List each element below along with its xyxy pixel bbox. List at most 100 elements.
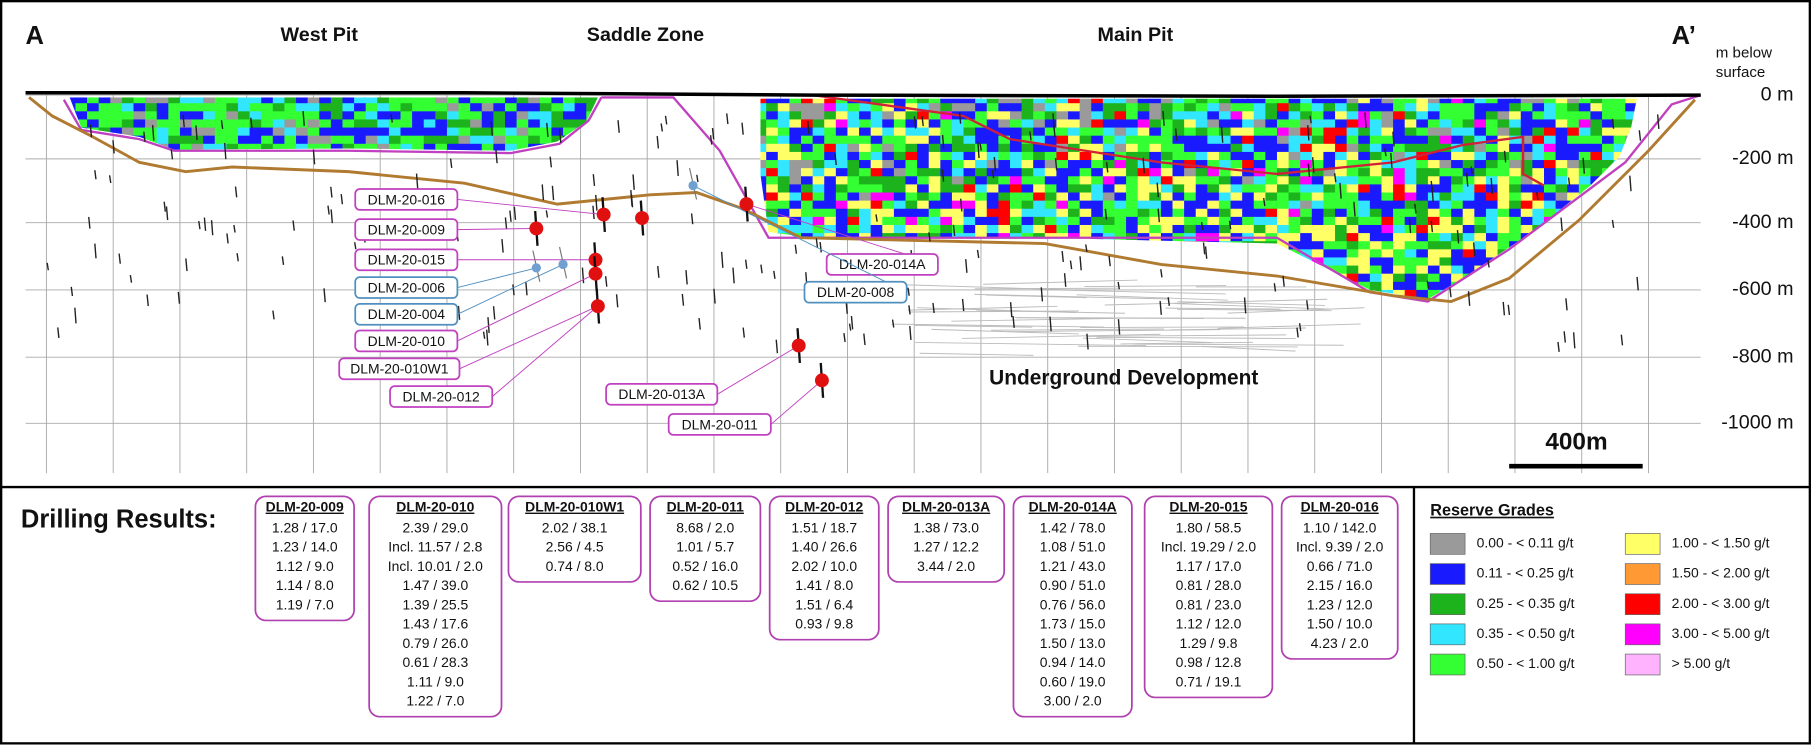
grade-block	[1358, 265, 1371, 275]
grade-block	[1126, 208, 1139, 218]
development-line	[976, 309, 1125, 314]
grade-block	[145, 119, 158, 129]
grade-block	[1230, 184, 1243, 194]
grade-block	[1195, 119, 1208, 129]
grade-block	[1427, 143, 1441, 153]
grade-block	[1068, 192, 1081, 202]
result-interval: 1.80 / 58.5	[1176, 519, 1242, 535]
hole-label-box	[825, 253, 939, 276]
result-interval: 0.81 / 28.0	[1176, 577, 1242, 593]
grade-block	[1532, 98, 1545, 104]
grade-block	[1207, 111, 1220, 121]
grade-block	[1172, 176, 1185, 185]
grade-block	[249, 135, 262, 145]
grade-block	[1033, 200, 1046, 210]
drill-trace	[1611, 118, 1615, 129]
depth-label: -800 m	[1732, 345, 1793, 367]
hole-label: DLM-20-011	[682, 416, 759, 432]
grade-block	[951, 103, 965, 112]
grade-block	[1578, 143, 1592, 153]
grade-block	[789, 151, 802, 161]
grade-block	[481, 143, 494, 151]
grade-block	[1311, 135, 1325, 145]
result-interval: 1.01 / 5.7	[676, 539, 734, 555]
grade-block	[493, 97, 506, 104]
grade-block	[766, 224, 779, 234]
grade-block	[319, 143, 332, 151]
grade-block	[824, 119, 837, 129]
grade-block	[1404, 192, 1417, 202]
grade-block	[998, 224, 1011, 234]
grade-block	[928, 111, 941, 121]
grade-block	[1160, 192, 1174, 202]
grade-block	[951, 135, 965, 145]
grade-block	[824, 111, 837, 121]
grade-block	[1242, 224, 1255, 234]
grade-block	[1567, 143, 1580, 153]
grade-block	[986, 176, 999, 185]
grade-block	[1462, 143, 1475, 153]
grade-block	[847, 216, 860, 226]
grade-block	[760, 143, 767, 153]
grade-block	[801, 119, 814, 129]
grade-block	[812, 160, 825, 169]
drill-trace	[907, 287, 910, 296]
development-line	[951, 317, 1117, 322]
grade-block	[1242, 143, 1255, 153]
grade-block	[1358, 281, 1371, 291]
grade-block	[1369, 249, 1383, 259]
grade-block	[1323, 119, 1336, 129]
pit-blocks	[69, 97, 1637, 300]
grade-block	[1102, 208, 1116, 218]
grade-block	[1033, 119, 1046, 129]
grade-block	[905, 151, 918, 161]
grade-block	[1300, 200, 1313, 210]
grade-block	[400, 127, 413, 137]
callout	[457, 227, 537, 231]
grade-block	[1509, 135, 1522, 145]
grade-block	[1137, 111, 1150, 121]
grade-block	[1114, 192, 1127, 202]
grade-block	[1218, 111, 1232, 121]
grade-block	[1323, 192, 1336, 202]
grade-block	[156, 111, 169, 121]
drill-trace	[819, 241, 822, 253]
grade-block	[1346, 273, 1359, 283]
grade-block	[1335, 257, 1348, 267]
drill-trace	[1449, 287, 1452, 298]
grade-block	[1102, 127, 1116, 137]
grade-block	[1172, 103, 1185, 112]
grade-block	[377, 97, 390, 104]
grade-block	[365, 119, 378, 129]
grade-block	[1184, 127, 1197, 137]
grade-block	[1207, 143, 1220, 153]
drill-trace	[850, 316, 854, 330]
grade-block	[551, 119, 564, 129]
grade-block	[1311, 241, 1325, 250]
grade-block	[1346, 119, 1359, 129]
grade-block	[1300, 127, 1313, 137]
grade-block	[458, 111, 471, 121]
grade-block	[835, 208, 849, 218]
result-interval: 0.76 / 56.0	[1040, 596, 1106, 612]
grade-block	[1242, 168, 1255, 177]
grade-block	[801, 168, 814, 177]
drill-trace	[604, 276, 608, 287]
grade-block	[893, 135, 907, 145]
grade-block	[586, 103, 598, 112]
zone-label: West Pit	[281, 24, 359, 46]
grade-block	[835, 192, 849, 202]
grade-block	[1276, 176, 1290, 185]
grade-block	[1416, 233, 1429, 242]
grade-block	[1172, 135, 1185, 145]
grade-block	[1555, 168, 1568, 177]
grade-block	[882, 184, 895, 194]
grade-block	[1102, 111, 1116, 121]
grade-block	[1021, 143, 1034, 153]
grade-block	[1068, 111, 1081, 121]
grade-block	[1439, 224, 1452, 234]
result-hole: DLM-20-013A	[902, 499, 990, 515]
grade-block	[928, 176, 941, 185]
grade-block	[1288, 176, 1301, 185]
grade-block	[1602, 135, 1615, 145]
